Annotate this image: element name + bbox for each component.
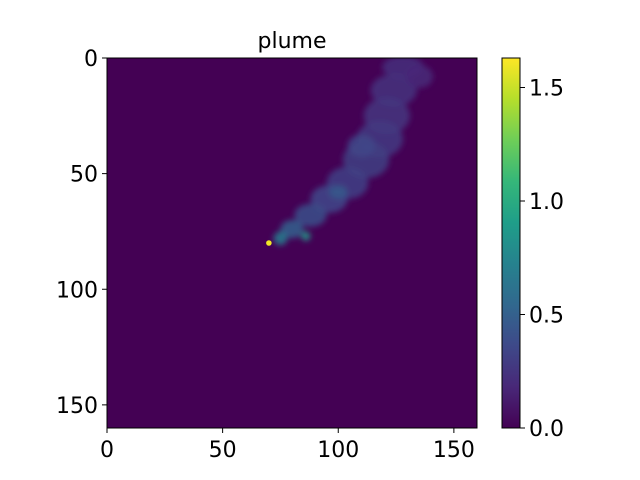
plume-layer [266, 58, 434, 246]
plume-blob-7 [294, 203, 327, 227]
heatmap-background [107, 58, 477, 428]
colorbar-tick-label: 0.0 [529, 417, 564, 442]
x-tick-label: 150 [433, 438, 475, 463]
y-tick-label: 150 [56, 394, 98, 419]
plume-blob-10 [301, 231, 311, 241]
colorbar-ticks: 0.0 0.5 1.0 1.5 [520, 77, 564, 442]
colorbar-tick-label: 1.0 [529, 190, 564, 215]
plot-area [106, 57, 478, 429]
plume-blob-13 [329, 185, 348, 200]
chart-title: plume [258, 29, 327, 54]
plume-cloud [273, 58, 434, 246]
y-tick-label: 0 [84, 47, 98, 72]
x-tick-label: 50 [209, 438, 237, 463]
plume-blob-11 [405, 64, 434, 89]
x-tick-label: 0 [100, 438, 114, 463]
colorbar: 0.0 0.5 1.0 1.5 [501, 57, 564, 442]
plume-blob-9 [273, 231, 288, 246]
plume-source-peak [266, 240, 272, 246]
colorbar-gradient [501, 57, 521, 429]
y-tick-label: 50 [70, 163, 98, 188]
x-axis: 0 50 100 150 [100, 428, 475, 463]
plume-blob-8 [280, 219, 304, 239]
plume-blob-12 [347, 134, 376, 158]
y-tick-label: 100 [56, 278, 98, 303]
colorbar-tick-label: 0.5 [529, 304, 564, 329]
plot-frame [106, 57, 478, 429]
colorbar-tick-label: 1.5 [529, 77, 564, 102]
x-tick-label: 100 [317, 438, 359, 463]
y-axis: 0 50 100 150 [56, 47, 107, 419]
